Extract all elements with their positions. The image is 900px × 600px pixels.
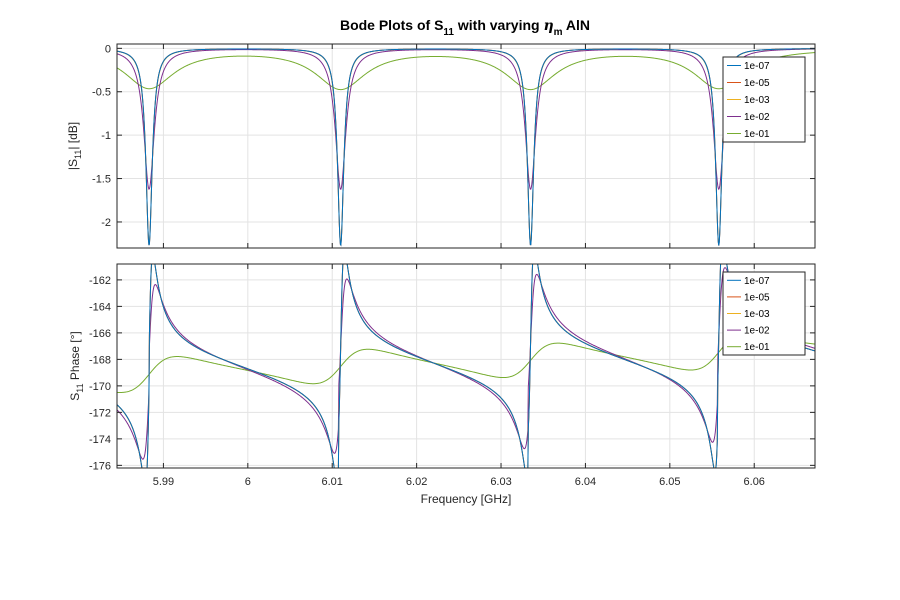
x-tick-label: 6.03 xyxy=(490,476,511,488)
y-tick-label: 0 xyxy=(105,43,111,55)
legend-entry: 1e-05 xyxy=(744,292,770,303)
series-line-1e-07 xyxy=(117,48,815,247)
legend-entry: 1e-02 xyxy=(744,112,770,123)
y-tick-label: -0.5 xyxy=(92,87,111,99)
y-tick-label: -1 xyxy=(101,130,111,142)
legend-entry: 1e-07 xyxy=(744,276,770,287)
legend-entry: 1e-07 xyxy=(744,61,770,72)
y-tick-label: -2 xyxy=(101,217,111,229)
legend-entry: 1e-03 xyxy=(744,309,770,320)
y-tick-label: -164 xyxy=(89,301,111,313)
x-tick-label: 6.05 xyxy=(659,476,680,488)
series-line-1e-01 xyxy=(117,52,815,91)
series-group xyxy=(117,264,815,468)
legend-entry: 1e-01 xyxy=(744,129,770,140)
y-tick-label: -174 xyxy=(89,434,111,446)
y-tick-label: -162 xyxy=(89,275,111,287)
y-tick-label: -172 xyxy=(89,407,111,419)
legend-entry: 1e-05 xyxy=(744,78,770,89)
y-axis-label: |S11| [dB] xyxy=(66,122,83,170)
plot-area xyxy=(117,264,815,468)
y-tick-label: -1.5 xyxy=(92,174,111,186)
phase-panel: 5.99 6 6.01 6.02 6.03 6.04 6.05 6.06 -162 -164 -16… xyxy=(68,263,816,506)
series-line-1e-07 xyxy=(117,264,815,468)
y-tick-label: -166 xyxy=(89,328,111,340)
magnitude-panel: 0-0.5-1-1.5-2|S11| [dB]1e-071e-051e-031e… xyxy=(66,43,816,249)
x-tick-label: 6.02 xyxy=(406,476,427,488)
x-axis-label: Frequency [GHz] xyxy=(421,492,512,506)
axes-frame xyxy=(116,263,816,469)
plot-area xyxy=(117,44,815,248)
series-line-1e-02 xyxy=(117,48,815,191)
chart-title: Bode Plots of S11 with varying ηm AlN xyxy=(340,17,590,38)
x-tick-label: 6.06 xyxy=(744,476,765,488)
legend-entry: 1e-03 xyxy=(744,95,770,106)
x-tick-label: 5.99 xyxy=(153,476,174,488)
legend-entry: 1e-02 xyxy=(744,326,770,337)
y-tick-label: -170 xyxy=(89,381,111,393)
legend: 1e-07 1e-05 1e-03 1e-02 1e-01 xyxy=(722,56,806,143)
x-tick-label: 6.04 xyxy=(575,476,596,488)
axes-frame xyxy=(116,43,816,249)
legend: 1e-07 1e-05 1e-03 1e-02 1e-01 xyxy=(722,271,806,356)
y-tick-label: -176 xyxy=(89,460,111,472)
y-tick-label: -168 xyxy=(89,354,111,366)
x-tick-label: 6 xyxy=(245,476,251,488)
y-axis-label: S11 Phase [°] xyxy=(68,331,85,401)
series-line-1e-01 xyxy=(117,333,815,393)
x-tick-label: 6.01 xyxy=(322,476,343,488)
legend-entry: 1e-01 xyxy=(744,342,770,353)
series-group xyxy=(117,48,815,247)
